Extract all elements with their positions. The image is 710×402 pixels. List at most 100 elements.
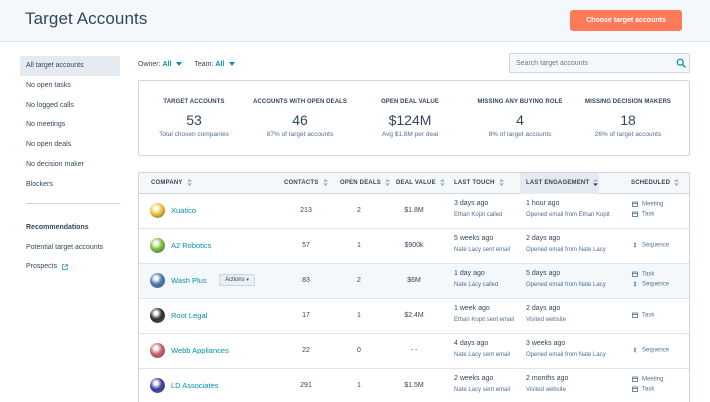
team-filter-value: All bbox=[215, 61, 225, 68]
sidebar-item-no-open-tasks[interactable]: No open tasks bbox=[26, 81, 71, 89]
scheduled-item[interactable]: Task bbox=[632, 386, 654, 393]
contacts-count: 291 bbox=[300, 382, 312, 389]
scheduled-item-label: Sequence bbox=[642, 242, 670, 249]
stat-subtext: 87% of target accounts bbox=[266, 131, 334, 138]
company-name-link[interactable]: Wash Plus bbox=[171, 276, 207, 285]
last-engagement-time: 1 hour ago bbox=[526, 200, 560, 207]
last-touch-time: 3 days ago bbox=[454, 200, 489, 207]
column-header-last-engagement[interactable]: LAST ENGAGEMENT bbox=[520, 173, 599, 194]
open-deals-count: 2 bbox=[357, 277, 361, 284]
team-filter[interactable]: Team: All bbox=[194, 61, 236, 68]
calendar-icon bbox=[632, 201, 642, 208]
column-header-company[interactable]: COMPANY bbox=[151, 173, 192, 194]
choose-target-accounts-button[interactable]: Choose target accounts bbox=[570, 10, 682, 31]
scheduled-item[interactable]: Sequence bbox=[632, 281, 669, 288]
company-name-link[interactable]: LD Associates bbox=[171, 381, 219, 390]
stat-subtext: 26% of target accounts bbox=[594, 131, 662, 138]
sort-icon bbox=[498, 178, 504, 186]
search-input[interactable] bbox=[509, 53, 690, 73]
stat-value: 18 bbox=[620, 112, 636, 128]
company-name-link[interactable]: A2 Robotics bbox=[171, 241, 212, 250]
scheduled-item[interactable]: Sequence bbox=[632, 347, 669, 354]
contacts-count: 22 bbox=[302, 347, 310, 354]
scheduled-item[interactable]: Meeting bbox=[632, 376, 663, 383]
sidebar-item-prospects[interactable]: Prospects bbox=[20, 257, 120, 277]
column-header-label: COMPANY bbox=[151, 180, 183, 186]
last-touch-detail: Ethan Kopit called bbox=[454, 212, 503, 218]
sort-icon bbox=[439, 178, 445, 186]
column-header-open-deals[interactable]: OPEN DEALS bbox=[340, 173, 391, 194]
scheduled-item-label: Task bbox=[642, 271, 655, 278]
column-header-contacts[interactable]: CONTACTS bbox=[284, 173, 328, 194]
sort-icon bbox=[674, 178, 680, 186]
scheduled-item-label: Meeting bbox=[642, 376, 664, 383]
column-header-label: DEAL VALUE bbox=[396, 180, 436, 186]
owner-filter[interactable]: Owner: All bbox=[138, 61, 183, 68]
last-engagement-detail: Opened email from Nate Lacy bbox=[526, 282, 606, 288]
company-name-link[interactable]: Webb Appliances bbox=[171, 346, 229, 355]
stat-subtext: 8% of target accounts bbox=[488, 131, 552, 138]
stat-subtext: Avg $1.8M per deal bbox=[381, 131, 439, 138]
scheduled-item[interactable]: Task bbox=[632, 312, 654, 319]
last-engagement-detail: Opened email from Ethan Kopit bbox=[526, 212, 610, 218]
table-row[interactable]: A2 Robotics 57 1 $900k 5 weeks ago Nate Lacy … bbox=[139, 229, 689, 264]
last-touch-time: 1 week ago bbox=[454, 305, 490, 312]
contacts-count: 17 bbox=[302, 312, 310, 319]
table-header: COMPANY CONTACTS OPEN DEALS DEAL VALUE L… bbox=[139, 173, 689, 194]
sidebar-item-no-open-deals[interactable]: No open deals bbox=[26, 141, 72, 149]
sidebar-item-blockers[interactable]: Blockers bbox=[26, 180, 53, 188]
search-icon[interactable] bbox=[676, 58, 686, 68]
table-row[interactable]: Wash Plus Actions ▾ 83 2 $6M 1 day ago Nate La… bbox=[139, 264, 689, 299]
open-deals-count: 1 bbox=[357, 382, 361, 389]
row-actions-button[interactable]: Actions ▾ bbox=[219, 274, 255, 286]
company-name-link[interactable]: Root Legal bbox=[171, 311, 208, 320]
team-filter-label: Team: bbox=[194, 61, 214, 68]
last-touch-detail: Nate Lacy sent email bbox=[454, 352, 511, 358]
sidebar-divider bbox=[26, 202, 120, 204]
scheduled-item-label: Task bbox=[642, 211, 655, 218]
last-engagement-detail: Visited website bbox=[526, 317, 566, 323]
company-logo-avatar bbox=[150, 308, 165, 323]
owner-filter-label: Owner: bbox=[138, 61, 161, 68]
column-header-label: CONTACTS bbox=[284, 180, 319, 186]
stat-label: MISSING ANY BUYING ROLE bbox=[477, 99, 563, 105]
contacts-count: 57 bbox=[302, 242, 310, 249]
sidebar-item-no-logged-calls[interactable]: No logged calls bbox=[26, 101, 74, 109]
scheduled-item-label: Meeting bbox=[642, 201, 664, 208]
sidebar-item-no-decision-maker[interactable]: No decision maker bbox=[26, 160, 84, 168]
company-logo-avatar bbox=[150, 203, 165, 218]
filters-bar: Owner: All Team: All bbox=[138, 61, 245, 68]
sidebar-item-no-meetings[interactable]: No meetings bbox=[26, 121, 66, 129]
scheduled-item[interactable]: Meeting bbox=[632, 201, 663, 208]
column-header-label: LAST ENGAGEMENT bbox=[526, 180, 590, 186]
contacts-count: 213 bbox=[300, 207, 312, 214]
scheduled-item-label: Task bbox=[642, 386, 655, 393]
stat-value: 46 bbox=[292, 112, 308, 128]
column-header-deal-value[interactable]: DEAL VALUE bbox=[396, 173, 445, 194]
last-engagement-time: 3 weeks ago bbox=[526, 340, 566, 347]
company-name-link[interactable]: Xuatico bbox=[171, 206, 197, 215]
page-header: Target Accounts Choose target accounts bbox=[0, 0, 710, 42]
sidebar-item-all-target-accounts[interactable]: All target accounts bbox=[20, 56, 120, 76]
table-row[interactable]: Root Legal 17 1 $2.4M 1 week ago Ethan Kopit … bbox=[139, 299, 689, 334]
last-touch-detail: Nate Lacy called bbox=[454, 282, 499, 288]
scheduled-item[interactable]: Task bbox=[632, 271, 654, 278]
scheduled-item[interactable]: Task bbox=[632, 211, 654, 218]
column-header-scheduled[interactable]: SCHEDULED bbox=[631, 173, 680, 194]
column-header-last-touch[interactable]: LAST TOUCH bbox=[454, 173, 504, 194]
stats-summary: TARGET ACCOUNTS 53 Total chosen companie… bbox=[138, 80, 690, 156]
last-engagement-time: 2 months ago bbox=[526, 375, 569, 382]
table-row[interactable]: Webb Appliances 22 0 - - 4 days ago Nate Lacy… bbox=[139, 334, 689, 369]
chevron-down-icon bbox=[229, 62, 236, 67]
open-deals-count: 0 bbox=[357, 347, 361, 354]
table-row[interactable]: LD Associates 291 1 $1.5M 2 weeks ago Nate La… bbox=[139, 369, 689, 402]
scheduled-item-label: Sequence bbox=[642, 347, 670, 354]
scheduled-item[interactable]: Sequence bbox=[632, 242, 669, 249]
sort-icon bbox=[186, 178, 192, 186]
table-row[interactable]: Xuatico 213 2 $1.8M 3 days ago Ethan Kopit ca… bbox=[139, 194, 689, 229]
sequence-icon bbox=[632, 281, 642, 288]
last-touch-time: 4 days ago bbox=[454, 340, 489, 347]
sort-icon bbox=[385, 178, 391, 186]
calendar-icon bbox=[632, 376, 642, 383]
sidebar-item-potential-target-accounts[interactable]: Potential target accounts bbox=[26, 243, 104, 251]
